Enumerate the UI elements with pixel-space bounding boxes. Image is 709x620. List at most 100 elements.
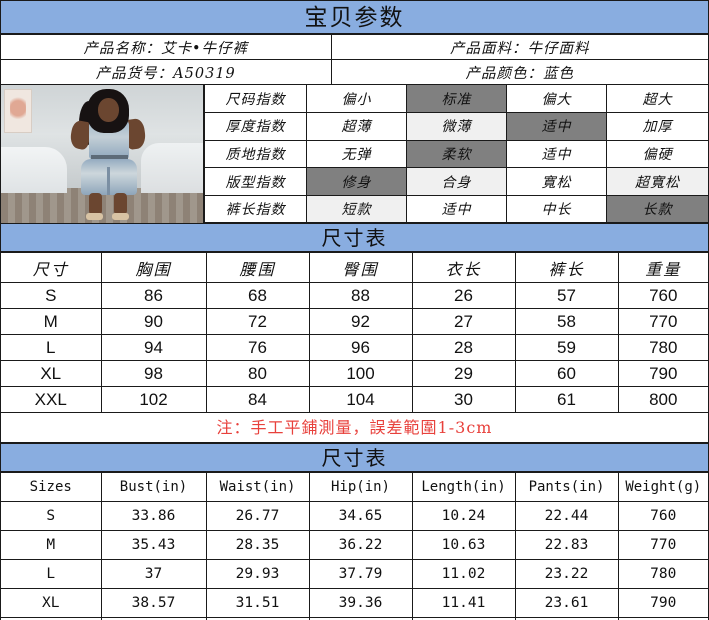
cm-size-table-title: 尺寸表 (1, 223, 708, 252)
column-header: Pants(in) (514, 472, 619, 502)
index-label: 质地指数 (204, 140, 307, 169)
size-label: L (1, 334, 102, 361)
cell-value: 37 (100, 559, 207, 589)
table-row: XL 38.57 31.51 39.36 11.41 23.61 790 (1, 588, 708, 618)
size-label: S (1, 501, 102, 531)
column-header: 重量 (617, 252, 708, 283)
cell-value: 94 (100, 334, 207, 361)
index-value: 中长 (506, 195, 607, 224)
index-value: 无弹 (306, 140, 407, 169)
cell-value: 760 (617, 501, 708, 531)
cell-value: 26 (411, 282, 516, 309)
cell-value: 22.83 (514, 530, 619, 560)
product-index-table: 尺码指数 偏小 标准 偏大 超大 厚度指数 超薄 微薄 适中 加厚 质地 (204, 85, 708, 224)
cell-value: 88 (308, 282, 413, 309)
cell-value: 11.02 (411, 559, 516, 589)
cell-value: 770 (617, 308, 708, 335)
product-name-cell: 产品名称：艾卡•牛仔裤 (1, 34, 332, 60)
cell-value: 86 (100, 282, 207, 309)
photo-counter-left (1, 147, 67, 193)
table-row: 版型指数 修身 合身 寬松 超寬松 (204, 167, 708, 196)
cell-value: 770 (617, 530, 708, 560)
cell-value: 37.79 (308, 559, 413, 589)
table-header-row: 尺寸 胸围 腰围 臀围 衣长 裤长 重量 (1, 252, 708, 283)
cell-value: 104 (308, 386, 413, 413)
cell-value: 35.43 (100, 530, 207, 560)
product-color-cell: 产品颜色：蓝色 (330, 59, 708, 85)
model-denim-shorts (81, 159, 137, 195)
size-label: M (1, 308, 102, 335)
cell-value: 27 (411, 308, 516, 335)
cell-value: 38.57 (100, 588, 207, 618)
inch-size-table: Sizes Bust(in) Waist(in) Hip(in) Length(… (1, 472, 708, 620)
model-leg-left (89, 193, 102, 215)
table-row: L 94 76 96 28 59 780 (1, 334, 708, 361)
index-value: 微薄 (406, 112, 507, 141)
index-label: 版型指数 (204, 167, 307, 196)
index-label: 尺码指数 (204, 85, 307, 114)
size-label: XL (1, 360, 102, 387)
cell-value: 23.22 (514, 559, 619, 589)
cell-value: 28.35 (205, 530, 310, 560)
cell-value: 10.24 (411, 501, 516, 531)
column-header: 臀围 (308, 252, 413, 283)
size-label: XXL (1, 386, 102, 413)
cell-value: 102 (100, 386, 207, 413)
cell-value: 29 (411, 360, 516, 387)
cell-value: 10.63 (411, 530, 516, 560)
product-info-body: 产品名称：艾卡•牛仔裤 产品面料：牛仔面料 产品货号：A50319 产品颜色：蓝… (1, 34, 708, 85)
cell-value: 11.41 (411, 588, 516, 618)
cell-value: 31.51 (205, 588, 310, 618)
index-value: 加厚 (606, 112, 708, 141)
cell-value: 36.22 (308, 530, 413, 560)
cell-value: 57 (514, 282, 619, 309)
table-row: S 33.86 26.77 34.65 10.24 22.44 760 (1, 501, 708, 531)
cell-value: 780 (617, 559, 708, 589)
cell-value: 22.44 (514, 501, 619, 531)
cell-value: 39.36 (308, 588, 413, 618)
page-title: 宝贝参数 (1, 0, 708, 34)
cell-value: 790 (617, 360, 708, 387)
product-fabric-cell: 产品面料：牛仔面料 (330, 34, 708, 60)
table-row: S 86 68 88 26 57 760 (1, 282, 708, 309)
cell-value: 76 (205, 334, 310, 361)
cell-value: 58 (514, 308, 619, 335)
inch-size-table-body: Sizes Bust(in) Waist(in) Hip(in) Length(… (1, 472, 708, 620)
model-shoe-right (112, 213, 129, 220)
cell-value: 34.65 (308, 501, 413, 531)
table-row: 质地指数 无弹 柔软 适中 偏硬 (204, 140, 708, 169)
size-label: L (1, 559, 102, 589)
column-header: 尺寸 (1, 252, 102, 283)
index-value: 偏小 (306, 85, 407, 114)
index-value: 超大 (606, 85, 708, 114)
cell-value: 29.93 (205, 559, 310, 589)
table-row: XL 98 80 100 29 60 790 (1, 360, 708, 387)
column-header: 腰围 (205, 252, 310, 283)
cell-value: 28 (411, 334, 516, 361)
model-leg-right (114, 193, 127, 215)
model-shoe-left (86, 213, 103, 220)
model-belt (91, 155, 128, 160)
cell-value: 780 (617, 334, 708, 361)
cell-value: 760 (617, 282, 708, 309)
column-header: 裤长 (514, 252, 619, 283)
table-row: 产品货号：A50319 产品颜色：蓝色 (1, 59, 708, 85)
index-value: 超薄 (306, 112, 407, 141)
cell-value: 61 (514, 386, 619, 413)
cell-value: 80 (205, 360, 310, 387)
cell-value: 23.61 (514, 588, 619, 618)
index-label: 裤长指数 (204, 195, 307, 224)
index-table-body: 尺码指数 偏小 标准 偏大 超大 厚度指数 超薄 微薄 适中 加厚 质地 (204, 85, 708, 224)
cm-measurement-note: 注：手工平鋪測量，誤差範圍1-3cm (1, 413, 708, 443)
table-row: 产品名称：艾卡•牛仔裤 产品面料：牛仔面料 (1, 34, 708, 60)
cell-value: 98 (100, 360, 207, 387)
index-value-selected: 标准 (406, 85, 507, 114)
size-label: M (1, 530, 102, 560)
model-face (98, 98, 119, 122)
index-value: 偏大 (506, 85, 607, 114)
table-row: XXL 40.14 33.09 40.93 11.8 24 800 (1, 617, 708, 620)
cell-value: 790 (617, 588, 708, 618)
cell-value: 100 (308, 360, 413, 387)
index-value: 短款 (306, 195, 407, 224)
